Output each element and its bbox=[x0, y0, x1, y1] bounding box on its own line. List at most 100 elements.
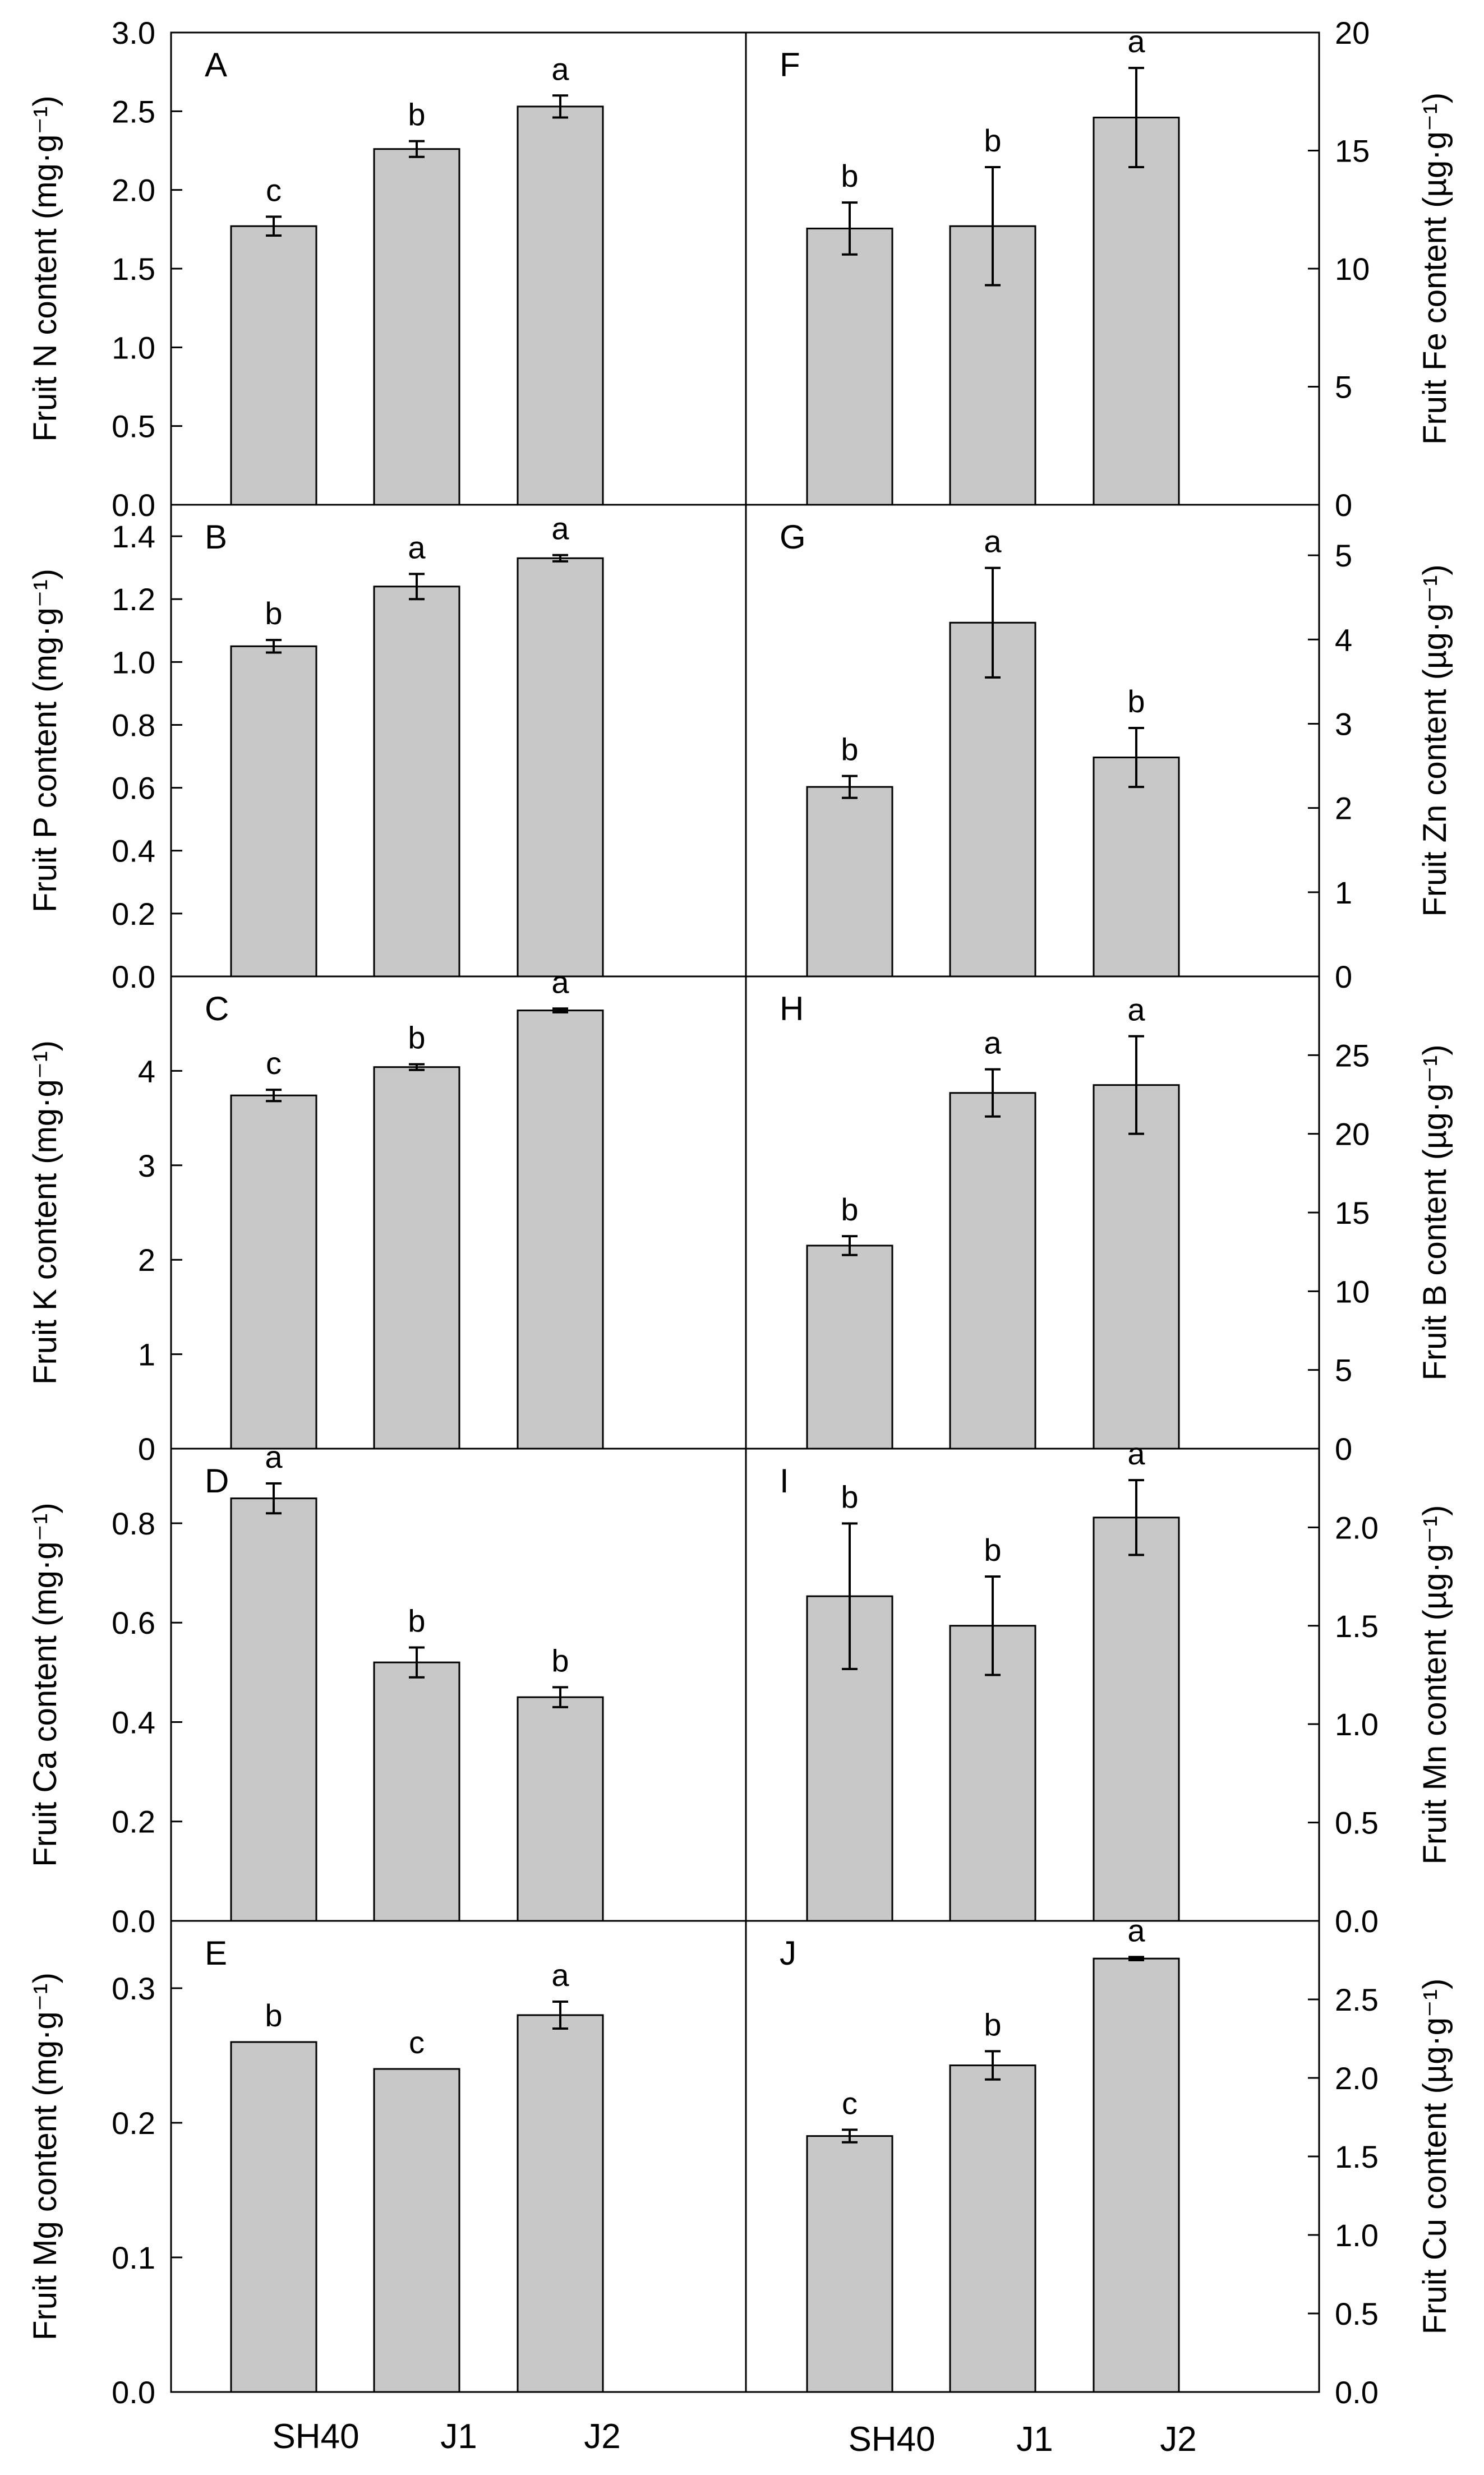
panel-H: H 0 5 10 15 20 25 Fruit B content (µg·g⁻¹) b a a bbox=[745, 975, 1453, 1467]
chart-panels: A 0.0 0.5 1.0 1.5 2.0 2.5 3.0 Fruit N content (m… bbox=[27, 15, 1453, 2410]
y-tick-label: 15 bbox=[1335, 133, 1370, 169]
y-tick-label: 20 bbox=[1335, 1117, 1370, 1152]
panel-F: F 0 5 10 15 20 Fruit Fe content (µg·g⁻¹) b b a bbox=[745, 15, 1453, 523]
x-tick-label: SH40 bbox=[848, 2420, 935, 2459]
y-tick-label: 25 bbox=[1335, 1038, 1370, 1073]
panel-G: G 0 1 2 3 4 5 Fruit Zn content (µg·g⁻¹) b a b bbox=[745, 504, 1453, 994]
panel-label: D bbox=[205, 1462, 229, 1500]
y-axis-label: Fruit Zn content (µg·g⁻¹) bbox=[1417, 564, 1453, 916]
bar bbox=[230, 225, 317, 506]
y-tick-label: 0.6 bbox=[112, 1605, 155, 1640]
y-tick-label: 0 bbox=[1335, 1431, 1352, 1467]
significance-letter: b bbox=[265, 1998, 282, 2033]
y-tick-label: 20 bbox=[1335, 15, 1370, 50]
panel-label: G bbox=[780, 518, 806, 556]
y-tick-label: 1 bbox=[1335, 875, 1352, 910]
y-tick-label: 3.0 bbox=[112, 15, 155, 50]
panel-label: B bbox=[205, 518, 227, 556]
y-tick-label: 2.5 bbox=[112, 94, 155, 129]
y-tick-label: 0 bbox=[1335, 487, 1352, 523]
x-tick-label: J2 bbox=[1160, 2420, 1196, 2459]
bar bbox=[373, 1661, 460, 1922]
panel-label: I bbox=[780, 1462, 789, 1500]
bar bbox=[949, 1092, 1036, 1450]
significance-letter: b bbox=[841, 732, 858, 767]
y-tick-label: 0.0 bbox=[1335, 2375, 1379, 2410]
y-tick-label: 1 bbox=[138, 1337, 155, 1372]
y-tick-label: 4 bbox=[1335, 622, 1352, 657]
bar bbox=[1093, 1517, 1180, 1922]
bar bbox=[949, 2064, 1036, 2393]
significance-letter: b bbox=[408, 1020, 425, 1056]
x-axis-labels-right: SH40 J1 J2 bbox=[848, 2420, 1196, 2459]
panel-label: H bbox=[780, 990, 804, 1027]
y-tick-label: 3 bbox=[138, 1148, 155, 1183]
y-tick-label: 1.2 bbox=[112, 582, 155, 617]
y-tick-label: 1.5 bbox=[1335, 2139, 1379, 2174]
y-tick-label: 0.0 bbox=[112, 487, 155, 523]
significance-letter: a bbox=[1127, 24, 1145, 59]
panel-label: A bbox=[205, 46, 227, 84]
significance-letter: c bbox=[266, 1045, 282, 1081]
significance-letter: a bbox=[551, 964, 569, 999]
y-tick-label: 0.5 bbox=[112, 409, 155, 444]
y-tick-label: 2 bbox=[1335, 791, 1352, 826]
significance-letter: a bbox=[984, 524, 1002, 559]
significance-letter: b bbox=[984, 123, 1001, 158]
y-tick-label: 0.2 bbox=[112, 1804, 155, 1840]
y-tick-label: 5 bbox=[1335, 1353, 1352, 1388]
bar bbox=[517, 2014, 604, 2393]
panel-D: D 0.0 0.2 0.4 0.6 0.8 Fruit Ca content (mg·g⁻¹… bbox=[27, 1439, 747, 1939]
y-tick-label: 0.0 bbox=[112, 2375, 155, 2410]
y-tick-label: 2.0 bbox=[1335, 2061, 1379, 2096]
panel-label: J bbox=[780, 1934, 796, 1972]
y-tick-label: 0.0 bbox=[112, 959, 155, 994]
bar bbox=[806, 786, 893, 978]
significance-letter: b bbox=[265, 596, 282, 631]
y-tick-label: 4 bbox=[138, 1053, 155, 1089]
y-axis-label: Fruit N content (mg·g⁻¹) bbox=[27, 95, 63, 441]
y-tick-label: 0.0 bbox=[112, 1904, 155, 1939]
panel-label: C bbox=[205, 990, 229, 1027]
x-tick-label: J1 bbox=[1016, 2420, 1053, 2459]
significance-letter: c bbox=[266, 172, 282, 208]
y-tick-label: 0.1 bbox=[112, 2240, 155, 2275]
y-tick-label: 1.0 bbox=[1335, 1707, 1379, 1742]
bar bbox=[517, 105, 604, 506]
significance-letter: b bbox=[551, 1643, 569, 1678]
significance-letter: b bbox=[408, 97, 425, 132]
y-tick-label: 10 bbox=[1335, 251, 1370, 287]
significance-letter: a bbox=[984, 1025, 1002, 1061]
panel-B: B 0.0 0.2 0.4 0.6 0.8 1.0 1.2 1.4 Fruit P content… bbox=[27, 504, 747, 994]
y-tick-label: 1.5 bbox=[1335, 1608, 1379, 1644]
bar bbox=[806, 1245, 893, 1450]
y-tick-label: 0.3 bbox=[112, 1971, 155, 2006]
significance-letter: a bbox=[408, 529, 426, 565]
significance-letter: a bbox=[265, 1439, 283, 1474]
y-tick-label: 1.0 bbox=[1335, 2218, 1379, 2253]
significance-letter: a bbox=[1127, 992, 1145, 1027]
significance-letter: a bbox=[551, 51, 569, 86]
y-axis-label: Fruit P content (mg·g⁻¹) bbox=[27, 569, 63, 912]
y-axis-label: Fruit Mn content (µg·g⁻¹) bbox=[1417, 1505, 1453, 1865]
y-tick-label: 0.0 bbox=[1335, 1904, 1379, 1939]
y-tick-label: 0.8 bbox=[112, 1506, 155, 1541]
bar bbox=[949, 621, 1036, 978]
significance-letter: a bbox=[1127, 1912, 1145, 1948]
significance-letter: b bbox=[1127, 684, 1145, 719]
y-tick-label: 15 bbox=[1335, 1195, 1370, 1230]
bar bbox=[806, 2135, 893, 2393]
y-tick-label: 0.2 bbox=[112, 896, 155, 932]
x-tick-label: J2 bbox=[584, 2417, 620, 2456]
x-axis-labels-left: SH40 J1 J2 bbox=[272, 2417, 620, 2456]
panel-J: J 0.0 0.5 1.0 1.5 2.0 2.5 Fruit Cu content (µg·… bbox=[745, 1912, 1453, 2410]
bar bbox=[1093, 1957, 1180, 2393]
significance-letter: a bbox=[551, 1957, 569, 1993]
y-tick-label: 0.5 bbox=[1335, 2296, 1379, 2331]
y-tick-label: 0.4 bbox=[112, 1704, 155, 1740]
y-axis-label: Fruit B content (µg·g⁻¹) bbox=[1417, 1044, 1453, 1380]
y-tick-label: 3 bbox=[1335, 706, 1352, 741]
y-tick-label: 0.2 bbox=[112, 2105, 155, 2141]
significance-letter: b bbox=[841, 1192, 858, 1227]
